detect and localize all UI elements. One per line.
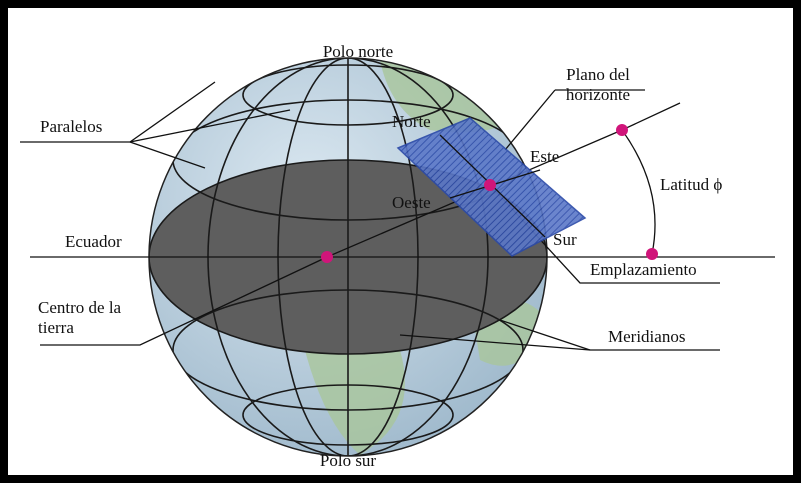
labels: Polo norte Plano del horizonte Paralelos… (38, 42, 722, 470)
label: Latitud ϕ (660, 175, 722, 194)
label: Norte (392, 112, 431, 131)
label: Ecuador (65, 232, 122, 251)
label: Oeste (392, 193, 431, 212)
label: tierra (38, 318, 74, 337)
label: Sur (553, 230, 577, 249)
label: Este (530, 147, 559, 166)
points (321, 124, 658, 263)
label: horizonte (566, 85, 630, 104)
label: Centro de la (38, 298, 122, 317)
label: Emplazamiento (590, 260, 697, 279)
label: Meridianos (608, 327, 685, 346)
label: Paralelos (40, 117, 102, 136)
label: Plano del (566, 65, 630, 84)
label: Polo norte (323, 42, 393, 61)
label: Polo sur (320, 451, 377, 470)
